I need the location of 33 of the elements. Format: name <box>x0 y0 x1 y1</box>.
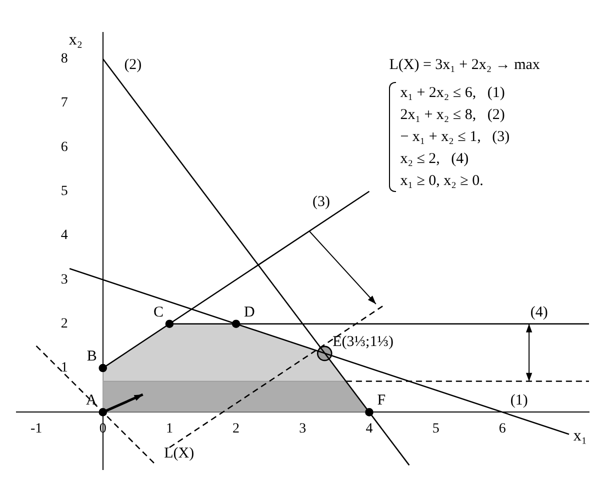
x-tick-label: -1 <box>30 421 42 436</box>
x-tick-label: 1 <box>166 421 173 436</box>
annotation: (3) <box>312 194 330 210</box>
x-tick-label: 5 <box>432 421 440 436</box>
x-axis-title: x₁ <box>573 427 587 444</box>
x-tick-label: 6 <box>498 421 506 436</box>
y-tick-label: 1 <box>60 360 68 376</box>
annotation: L(X) <box>164 446 194 462</box>
annotation: D <box>244 304 256 320</box>
y-tick-label: 5 <box>60 184 103 200</box>
annotation: (2) <box>124 57 142 73</box>
annotation: F <box>377 392 386 409</box>
annotation: 2x₁ + x₂ ≤ 8, (2) <box>400 106 506 126</box>
annotation: C <box>153 304 164 320</box>
annotation: (1) <box>510 392 528 409</box>
y-tick-label: 6 <box>60 140 103 155</box>
annotation: x₂ ≤ 2, (4) <box>400 150 470 170</box>
annotation: x₁ + 2x₂ ≤ 6, (1) <box>400 84 506 104</box>
y-tick-label: 7 <box>60 96 103 111</box>
annotation: E(3⅓;1⅓) <box>332 334 394 350</box>
y-tick-label: 4 <box>60 228 103 244</box>
annotation: − x₁ + x₂ ≤ 1, (3) <box>400 128 510 148</box>
x-tick-label: 4 <box>366 421 373 436</box>
y-tick-label: 8 <box>60 52 103 67</box>
annotation: x₁ ≥ 0, x₂ ≥ 0. <box>400 172 484 192</box>
y-tick-label: 3 <box>60 272 103 288</box>
annotation: B <box>86 348 97 364</box>
annotation: L(X) = 3x₁ + 2x₂ → max <box>389 56 540 76</box>
annotation: (4) <box>530 304 548 320</box>
y-axis-title: x₂ <box>68 32 82 49</box>
y-tick-label: 2 <box>60 316 103 332</box>
x-tick-label: 2 <box>232 421 240 436</box>
x-tick-label: 3 <box>299 421 306 436</box>
